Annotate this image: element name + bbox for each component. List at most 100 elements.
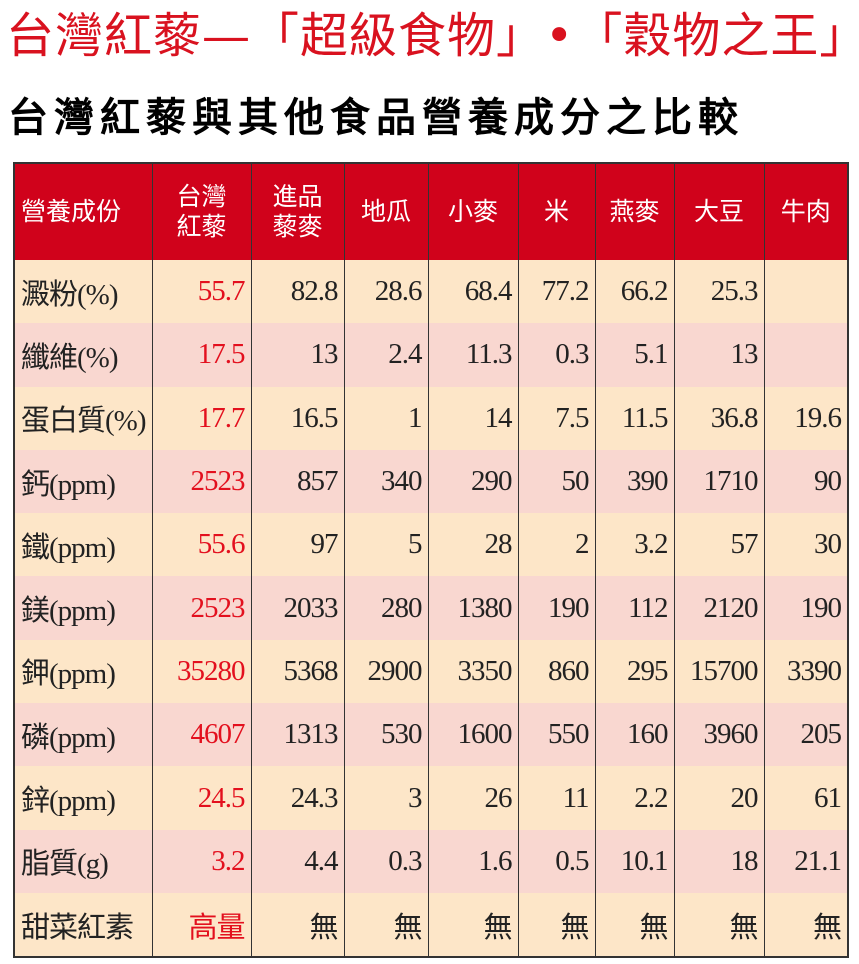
table-cell: 390 [594,449,675,514]
table-cell: 3.2 [594,513,675,577]
table-cell: 1380 [427,576,519,640]
table-row: 鋅(ppm) 24.5 24.3 3 26 11 2.2 20 61 [13,766,849,830]
table-cell: 5368 [250,639,345,704]
column-header-line: 藜麥 [272,212,323,241]
table-cell: 530 [343,703,429,767]
table-cell: 77.2 [517,260,596,324]
column-header-line: 牛肉 [780,197,831,226]
nutrient-label: 蛋白質(%) [13,386,153,450]
table-cell: 28 [427,513,519,577]
table-cell: 66.2 [594,260,675,324]
table-row: 鈣(ppm) 2523 857 340 290 50 390 1710 90 [13,449,849,514]
table-row: 磷(ppm) 4607 1313 530 1600 550 160 3960 205 [13,703,849,767]
table-cell: 340 [343,449,429,514]
table-cell: 無 [343,892,429,958]
table-header-row: 營養成份 台灣 紅藜 進品 藜麥 地瓜 小麥米燕麥 大豆 牛肉 [13,163,849,260]
table-cell: 190 [517,576,596,640]
table-cell: 0.3 [343,829,429,893]
table-cell: 3960 [673,703,765,767]
table-row: 脂質(g) 3.2 4.4 0.3 1.6 0.5 10.1 18 21.1 [13,829,849,893]
table-cell: 30 [763,513,849,577]
page-title: 台灣紅藜—「超級食物」•「穀物之王」 [6,8,859,64]
table-row: 鉀(ppm) 35280 5368 2900 3350 860 295 15700 3390 [13,639,849,704]
table-cell: 2523 [151,449,252,514]
table-cell: 550 [517,703,596,767]
table-cell: 13 [673,323,765,387]
table-cell: 3390 [763,639,849,704]
table-cell: 55.6 [151,513,252,577]
table-cell: 5 [343,513,429,577]
table-cell: 24.5 [151,766,252,830]
table-cell: 2033 [250,576,345,640]
table-cell: 無 [427,892,519,958]
table-cell: 25.3 [673,260,765,324]
table-cell: 26 [427,766,519,830]
table-cell: 2120 [673,576,765,640]
column-header: 台灣 紅藜 [151,163,252,260]
table-cell: 無 [763,892,849,958]
nutrient-label: 鉀(ppm) [13,639,153,704]
table-row: 纖維(%) 17.5 13 2.4 11.3 0.3 5.1 13 [13,323,849,387]
table-cell: 17.7 [151,386,252,450]
table-cell: 18 [673,829,765,893]
table-cell: 17.5 [151,323,252,387]
table-cell: 97 [250,513,345,577]
table-cell: 35280 [151,639,252,704]
table-row: 蛋白質(%) 17.7 16.5 1 14 7.5 11.5 36.8 19.6 [13,386,849,450]
table-cell: 1710 [673,449,765,514]
column-header: 小麥 [427,163,519,260]
table-cell: 1 [343,386,429,450]
table-cell: 21.1 [763,829,849,893]
nutrient-label: 鐵(ppm) [13,513,153,577]
nutrient-label: 磷(ppm) [13,703,153,767]
table-row: 鐵(ppm) 55.6 97 5 28 2 3.2 57 30 [13,513,849,577]
table-cell: 5.1 [594,323,675,387]
table-cell: 4.4 [250,829,345,893]
table-cell: 高量 [151,892,252,958]
table-cell: 57 [673,513,765,577]
table-cell: 14 [427,386,519,450]
table-cell: 0.3 [517,323,596,387]
table-row: 甜菜紅素 高量無無無無無無無 [13,892,849,958]
column-header: 米 [517,163,596,260]
table-cell: 55.7 [151,260,252,324]
column-header-line: 紅藜 [176,212,227,241]
table-cell: 82.8 [250,260,345,324]
table-cell: 2523 [151,576,252,640]
table-cell: 3 [343,766,429,830]
table-cell: 3.2 [151,829,252,893]
table-row: 澱粉(%) 55.7 82.8 28.6 68.4 77.2 66.2 25.3 [13,260,849,324]
table-cell: 857 [250,449,345,514]
table-cell [763,260,849,324]
column-header-line: 大豆 [693,197,744,226]
table-cell: 16.5 [250,386,345,450]
nutrient-label: 脂質(g) [13,829,153,893]
table-cell: 19.6 [763,386,849,450]
column-header-line: 地瓜 [360,197,411,226]
table-cell: 4607 [151,703,252,767]
column-header: 燕麥 [594,163,675,260]
table-cell: 295 [594,639,675,704]
column-header: 牛肉 [763,163,849,260]
column-header-line: 米 [543,197,569,226]
column-header-line: 台灣 [176,182,227,211]
table-cell: 11 [517,766,596,830]
nutrient-label: 鎂(ppm) [13,576,153,640]
table-cell: 11.3 [427,323,519,387]
table-cell: 36.8 [673,386,765,450]
table-cell: 1600 [427,703,519,767]
table-cell: 2.4 [343,323,429,387]
table-row: 鎂(ppm) 2523 2033 280 1380 190 112 2120 190 [13,576,849,640]
table-cell: 11.5 [594,386,675,450]
nutrient-label: 鈣(ppm) [13,449,153,514]
table-cell: 無 [250,892,345,958]
table-cell: 無 [673,892,765,958]
table-cell: 61 [763,766,849,830]
table-cell: 190 [763,576,849,640]
table-cell: 112 [594,576,675,640]
column-header: 大豆 [673,163,765,260]
table-cell: 205 [763,703,849,767]
table-cell: 7.5 [517,386,596,450]
table-cell: 13 [250,323,345,387]
column-header-line: 營養成份 [21,197,122,226]
